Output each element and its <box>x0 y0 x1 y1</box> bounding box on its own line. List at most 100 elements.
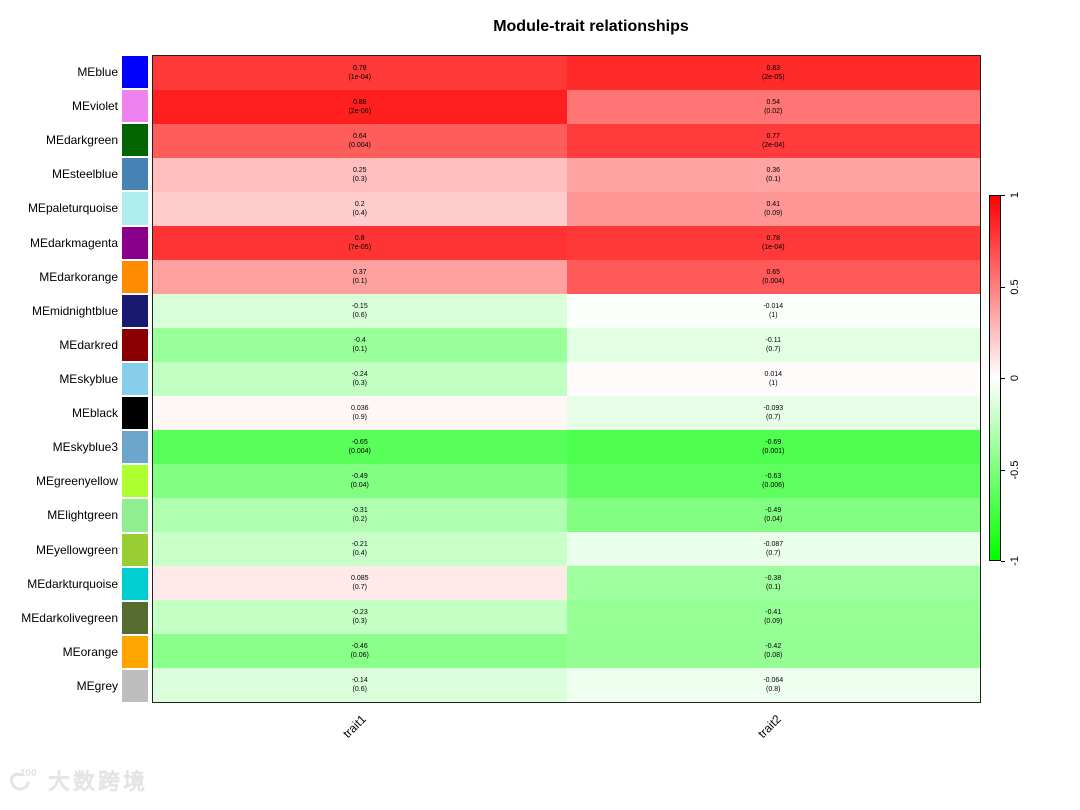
cell-correlation: 0.78 <box>352 65 367 72</box>
cell-pvalue: (0.3) <box>352 380 367 387</box>
trait-label: trait2 <box>754 712 784 741</box>
heatmap-cell: -0.014 (1) <box>566 294 980 328</box>
cell-pvalue: (0.08) <box>764 652 783 659</box>
heatmap-cell: 0.83 (2e-05) <box>566 56 980 90</box>
trait-label: trait1 <box>340 712 370 741</box>
module-label: MEdarkolivegreen <box>21 610 118 625</box>
cell-correlation: -0.14 <box>351 677 368 684</box>
cell-correlation: -0.46 <box>351 643 368 650</box>
heatmap-row: -0.24 (0.3) 0.014 (1) <box>153 362 980 396</box>
module-label: MEdarkorange <box>39 269 118 284</box>
module-color-swatch <box>122 260 148 293</box>
cell-pvalue: (0.006) <box>762 482 785 489</box>
cell-correlation: -0.087 <box>763 541 784 548</box>
module-label: MEblue <box>77 65 118 80</box>
cell-pvalue: (0.1) <box>766 176 781 183</box>
module-color-swatch <box>122 226 148 259</box>
module-color-swatch <box>122 635 148 668</box>
heatmap-cell: 0.37 (0.1) <box>153 260 567 294</box>
cell-pvalue: (0.6) <box>352 312 367 319</box>
module-color-swatch <box>122 567 148 600</box>
chart-title: Module-trait relationships <box>493 18 689 35</box>
heatmap-row: -0.31 (0.2) -0.49 (0.04) <box>153 498 980 532</box>
module-label: MEmidnightblue <box>31 303 118 318</box>
heatmap-cell: -0.23 (0.3) <box>153 600 567 634</box>
cell-correlation: -0.31 <box>351 507 368 514</box>
heatmap-cell: 0.014 (1) <box>566 362 980 396</box>
module-label: MEdarkturquoise <box>27 576 118 591</box>
cell-correlation: 0.64 <box>352 133 367 140</box>
heatmap-cell: 0.085 (0.7) <box>153 566 567 600</box>
module-color-swatch <box>122 362 148 396</box>
colorbar-tick-label: 0.5 <box>1009 278 1021 295</box>
heatmap-row: -0.15 (0.6) -0.014 (1) <box>153 294 980 328</box>
cell-correlation: -0.69 <box>765 439 782 446</box>
heatmap-cell: -0.63 (0.006) <box>566 464 980 498</box>
cell-pvalue: (0.09) <box>764 210 783 217</box>
cell-pvalue: (1e-04) <box>348 74 372 81</box>
cell-correlation: 0.085 <box>350 575 369 582</box>
watermark-logo-icon: 100 <box>9 768 37 791</box>
heatmap-cell: -0.11 (0.7) <box>566 328 980 362</box>
colorbar-tick <box>1001 286 1005 288</box>
cell-pvalue: (0.4) <box>352 210 367 217</box>
module-color-swatch <box>122 499 148 532</box>
heatmap-cell: 0.036 (0.9) <box>153 396 567 430</box>
module-label: MEdarkred <box>59 337 118 352</box>
heatmap-cell: -0.38 (0.1) <box>566 566 980 600</box>
cell-pvalue: (1) <box>768 380 778 387</box>
cell-correlation: -0.24 <box>351 371 368 378</box>
cell-correlation: 0.78 <box>766 235 781 242</box>
cell-pvalue: (0.7) <box>766 414 781 421</box>
heatmap-cell: -0.49 (0.04) <box>566 498 980 532</box>
module-label: MElightgreen <box>47 508 118 523</box>
cell-correlation: -0.21 <box>351 541 368 548</box>
heatmap-cell: 0.88 (2e-06) <box>153 90 567 124</box>
cell-pvalue: (0.1) <box>352 346 367 353</box>
cell-pvalue: (0.02) <box>764 108 783 115</box>
cell-correlation: -0.15 <box>351 303 368 310</box>
heatmap-cell: 0.2 (0.4) <box>153 192 567 226</box>
module-label: MEskyblue <box>59 372 118 387</box>
cell-pvalue: (0.001) <box>762 448 785 455</box>
cell-correlation: -0.11 <box>765 337 781 344</box>
cell-correlation: 0.88 <box>352 99 367 106</box>
cell-correlation: -0.42 <box>765 643 782 650</box>
module-label: MEsteelblue <box>51 167 118 182</box>
module-label: MEgrey <box>76 679 118 694</box>
module-label: MEorange <box>62 644 118 659</box>
cell-pvalue: (0.7) <box>766 346 781 353</box>
heatmap-row: 0.78 (1e-04) 0.83 (2e-05) <box>153 56 980 90</box>
heatmap-row: 0.2 (0.4) 0.41 (0.09) <box>153 192 980 226</box>
cell-pvalue: (0.2) <box>352 516 367 523</box>
heatmap-cell: -0.65 (0.004) <box>153 430 567 464</box>
cell-pvalue: (0.04) <box>764 516 783 523</box>
heatmap-cell: -0.4 (0.1) <box>153 328 567 362</box>
heatmap-cell: -0.093 (0.7) <box>566 396 980 430</box>
cell-correlation: -0.41 <box>765 609 782 616</box>
heatmap-row: -0.65 (0.004) -0.69 (0.001) <box>153 430 980 464</box>
heatmap-row: -0.21 (0.4) -0.087 (0.7) <box>153 532 980 566</box>
heatmap-cell: 0.78 (1e-04) <box>153 56 567 90</box>
cell-pvalue: (0.7) <box>766 550 781 557</box>
cell-correlation: 0.8 <box>354 235 365 242</box>
cell-pvalue: (0.09) <box>764 618 783 625</box>
cell-correlation: 0.65 <box>766 269 781 276</box>
cell-pvalue: (0.4) <box>352 550 367 557</box>
cell-correlation: 0.36 <box>766 167 781 174</box>
cell-correlation: 0.77 <box>766 133 781 140</box>
heatmap-row: 0.64 (0.004) 0.77 (2e-04) <box>153 124 980 158</box>
heatmap-row: 0.085 (0.7) -0.38 (0.1) <box>153 566 980 600</box>
cell-correlation: 0.37 <box>352 269 367 276</box>
heatmap-cell: -0.49 (0.04) <box>153 464 567 498</box>
colorbar-tick-label: -1 <box>1009 556 1021 566</box>
heatmap-cell: 0.8 (7e-05) <box>153 226 567 260</box>
colorbar-tick <box>1001 378 1005 379</box>
heatmap-cell: 0.41 (0.09) <box>566 192 980 226</box>
module-color-swatch <box>122 397 148 430</box>
cell-pvalue: (0.3) <box>352 176 367 183</box>
module-color-swatch <box>122 90 148 123</box>
cell-correlation: -0.064 <box>763 677 784 684</box>
heatmap-cell: -0.69 (0.001) <box>566 430 980 464</box>
heatmap-cell: -0.41 (0.09) <box>566 600 980 634</box>
